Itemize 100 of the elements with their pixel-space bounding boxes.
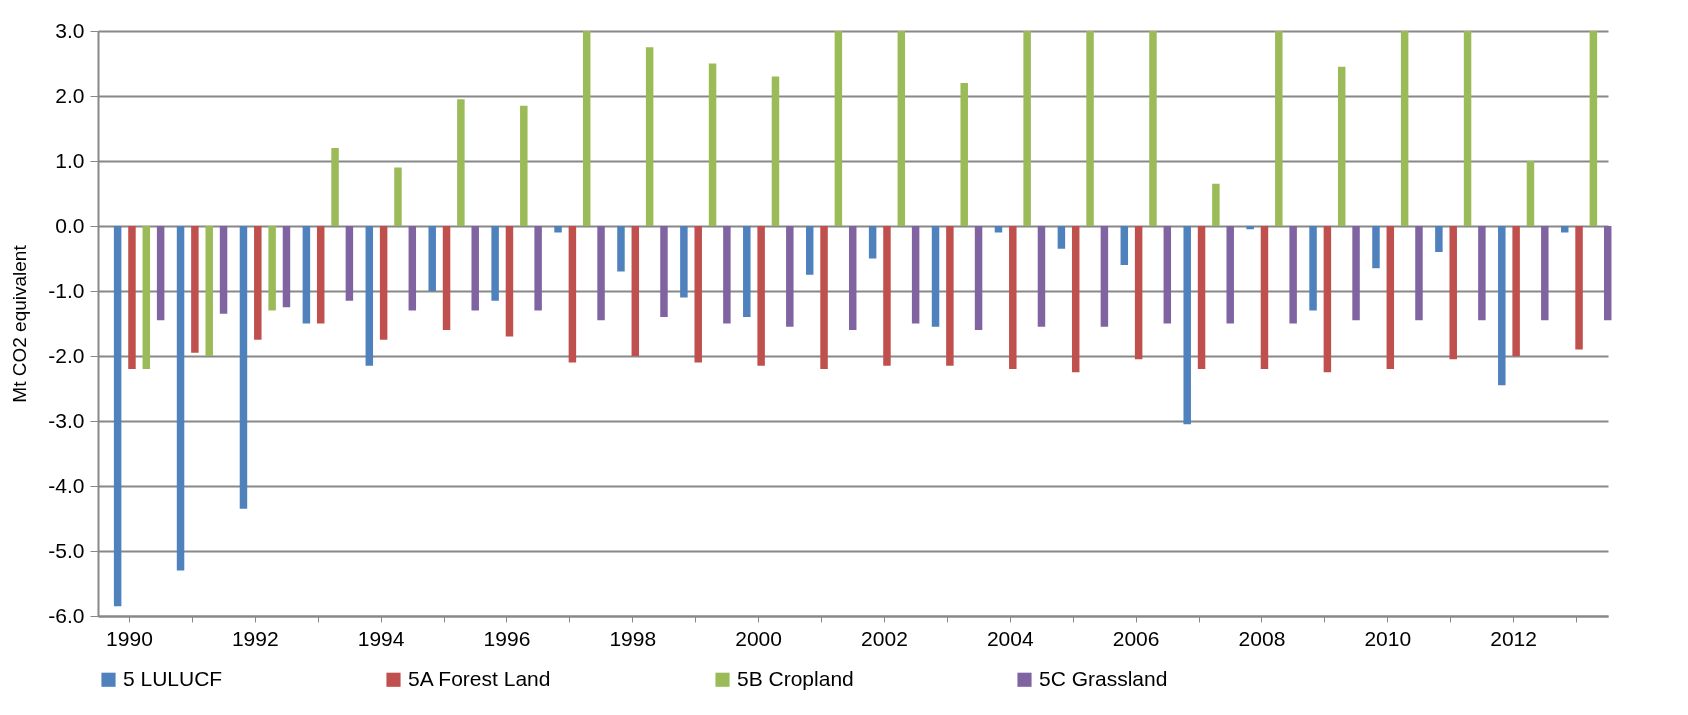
bar [554, 226, 562, 233]
bar [582, 31, 591, 226]
bar [960, 83, 968, 226]
bar [848, 226, 857, 330]
x-tick-label: 1996 [483, 626, 531, 650]
bar [239, 226, 248, 509]
bar [1226, 226, 1234, 324]
bar [974, 226, 983, 330]
bar [316, 226, 325, 324]
y-axis-title: Mt CO2 equivalent [9, 244, 31, 403]
bar [1541, 226, 1549, 321]
bar [394, 167, 402, 226]
legend-label: 5 LULUCF [123, 666, 223, 690]
bar [457, 99, 465, 226]
bar [176, 226, 185, 571]
bar [1498, 226, 1506, 386]
bar [302, 226, 311, 324]
bar [946, 226, 954, 366]
bar [994, 226, 1003, 233]
x-tick-label: 2002 [861, 626, 908, 650]
bar [1009, 226, 1017, 369]
bar [568, 226, 577, 363]
x-tick-label: 1990 [106, 626, 153, 650]
bar [520, 105, 528, 226]
bar [660, 226, 668, 317]
bar [1057, 226, 1066, 249]
bar [1589, 31, 1598, 226]
bar [771, 76, 780, 226]
bar [743, 226, 751, 317]
bar [1183, 226, 1191, 425]
bar [1337, 66, 1346, 226]
bar [442, 226, 451, 330]
bar [1100, 226, 1109, 327]
bar [1197, 226, 1206, 369]
bar [645, 47, 654, 226]
bar [931, 226, 940, 327]
bar [1134, 226, 1143, 360]
x-tick-label: 1998 [609, 626, 657, 650]
y-tick-label: -1.0 [48, 278, 85, 302]
bar [834, 31, 843, 226]
y-tick-label: 1.0 [55, 148, 85, 172]
bar [408, 226, 417, 311]
bar [757, 226, 765, 366]
bar [156, 226, 165, 321]
bar [1246, 226, 1254, 230]
bar [345, 226, 354, 301]
x-tick-label: 2012 [1490, 626, 1537, 650]
bar [1512, 226, 1520, 356]
bar [128, 226, 136, 369]
y-tick-label: -4.0 [48, 473, 85, 497]
legend-label: 5B Cropland [737, 666, 854, 690]
bar [631, 226, 640, 356]
bar [911, 226, 920, 324]
bar [191, 226, 199, 353]
bar [820, 226, 828, 369]
bar [1149, 31, 1157, 226]
y-tick-label: 2.0 [55, 83, 85, 107]
bar [1463, 31, 1472, 226]
bar [491, 226, 499, 301]
bar [694, 226, 702, 363]
bar [142, 226, 151, 369]
bar [1449, 226, 1457, 360]
y-tick-label: -6.0 [48, 603, 85, 627]
bar [1575, 226, 1583, 350]
bar [786, 226, 794, 327]
bar [282, 226, 291, 308]
bar [1478, 226, 1486, 321]
x-tick-label: 2008 [1238, 626, 1286, 650]
bar [1163, 226, 1172, 324]
bar [1386, 226, 1395, 369]
y-tick-label: 3.0 [55, 18, 85, 42]
bar [428, 226, 436, 291]
bar [365, 226, 374, 366]
bar [1372, 226, 1380, 269]
bar [868, 226, 877, 259]
bar [1309, 226, 1317, 311]
bar [505, 226, 514, 337]
bar [1435, 226, 1443, 252]
bar [1323, 226, 1332, 373]
bar [1120, 226, 1129, 265]
x-tick-label: 2010 [1364, 626, 1412, 650]
bar [1037, 226, 1046, 327]
x-tick-label: 1992 [231, 626, 279, 650]
x-tick-label: 2006 [1112, 626, 1160, 650]
bar [680, 226, 688, 298]
bar [268, 226, 276, 311]
x-tick-label: 1994 [357, 626, 405, 650]
x-tick-label: 2004 [986, 626, 1034, 650]
bar [723, 226, 731, 324]
bar [331, 148, 339, 226]
bar [1526, 161, 1535, 226]
bar [617, 226, 625, 272]
bar [219, 226, 228, 314]
bar [1603, 226, 1612, 321]
bar [805, 226, 814, 275]
bar [1071, 226, 1080, 373]
bar [534, 226, 542, 311]
bar [1260, 226, 1269, 369]
y-tick-label: -3.0 [48, 408, 85, 432]
bar [597, 226, 605, 321]
